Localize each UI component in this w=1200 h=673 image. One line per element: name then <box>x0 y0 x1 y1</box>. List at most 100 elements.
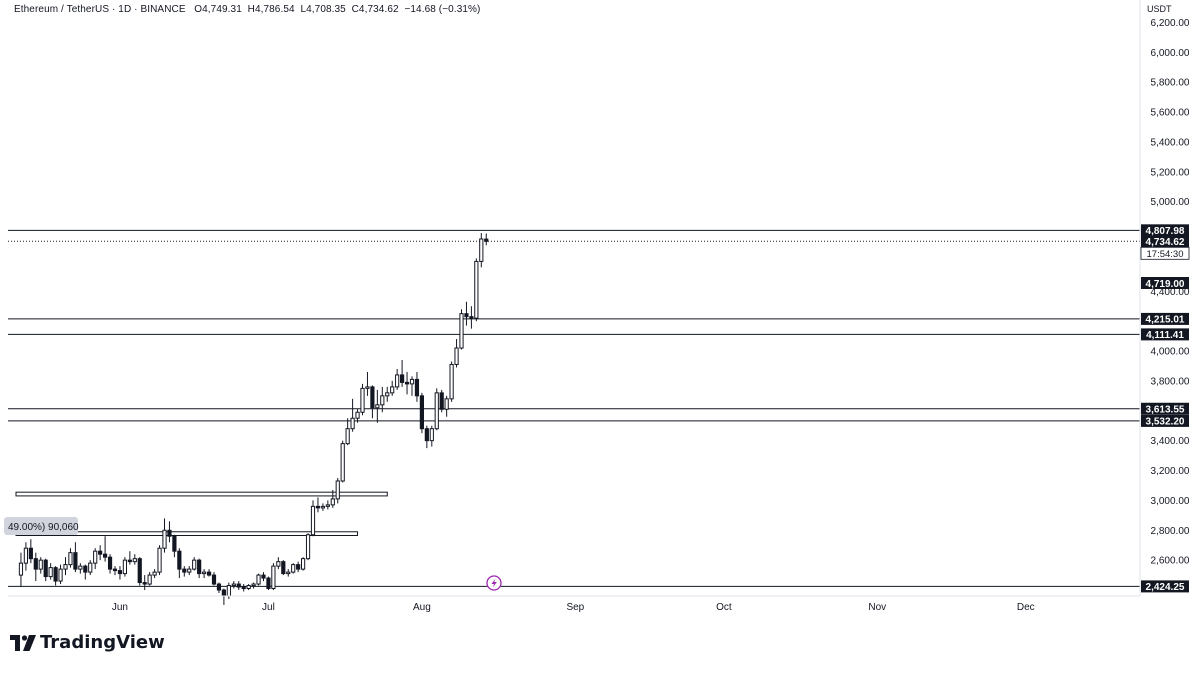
candle-body-down <box>261 574 266 579</box>
candle-body-down <box>117 570 123 575</box>
price-tick-label: 6,000.00 <box>1151 48 1190 59</box>
price-label-text: 4,734.62 <box>1146 237 1185 248</box>
time-tick-label: Nov <box>868 602 886 613</box>
candle-body-up <box>390 386 395 394</box>
candle-body-up <box>251 583 256 587</box>
candle-body-down <box>419 395 424 430</box>
candle-body-up <box>246 585 251 590</box>
candle-body-up <box>459 313 464 349</box>
price-label-background <box>1141 312 1189 325</box>
candle-body-down <box>53 567 58 582</box>
candle-body-down <box>127 559 132 563</box>
countdown-background <box>1140 246 1190 260</box>
candle-body-down <box>469 316 474 319</box>
candle-body-down <box>400 374 405 383</box>
price-label-background <box>1141 402 1189 415</box>
price-label: 4,215.01 <box>1141 312 1189 326</box>
price-label: 3,532.20 <box>1141 414 1189 428</box>
price-label: 2,424.25 <box>1141 580 1189 593</box>
candle-body-down <box>414 378 420 397</box>
price-tick-label: 4,000.00 <box>1151 347 1190 358</box>
price-label-text: 2,424.25 <box>1146 582 1185 593</box>
candle-body-up <box>335 480 340 500</box>
lightning-icon[interactable] <box>486 575 502 591</box>
price-label-text: 3,613.55 <box>1146 405 1185 416</box>
price-tick-label: 5,400.00 <box>1151 137 1190 148</box>
candle-body-down <box>484 238 489 242</box>
candle-body-up <box>454 347 459 365</box>
price-label-background <box>1141 328 1189 341</box>
candle-body-down <box>370 386 375 409</box>
candle-body-up <box>132 558 137 563</box>
time-tick-label: Sep <box>566 602 584 613</box>
ohlc-close: C4,734.62 <box>351 4 399 15</box>
price-label-text: 4,719.00 <box>1146 279 1185 290</box>
candle-body-down <box>167 529 172 537</box>
time-tick-label: Oct <box>716 602 732 613</box>
candle-body-down <box>98 550 103 555</box>
price-label-text: 3,532.20 <box>1146 417 1185 428</box>
candle-body-up <box>429 428 434 442</box>
candle-body-down <box>182 568 187 573</box>
tradingview-logo-icon <box>10 634 36 651</box>
ohlc-low: L4,708.35 <box>300 4 346 15</box>
candle-body-down <box>177 550 182 570</box>
price-tick-label: 4,400.00 <box>1151 287 1190 298</box>
candle-body-down <box>281 561 286 575</box>
candle-body-up <box>444 398 449 410</box>
candle-body-up <box>147 574 152 585</box>
candle-body-up <box>320 505 325 509</box>
candle-body-down <box>142 582 147 585</box>
candle-body-up <box>365 386 370 389</box>
candle-body-up <box>409 378 415 385</box>
candle-body-up <box>350 417 355 430</box>
candle-body-down <box>28 547 33 560</box>
candle-body-up <box>18 562 24 576</box>
candle-body-up <box>276 561 281 567</box>
candle-body-up <box>355 411 360 419</box>
candle-body-down <box>43 559 48 578</box>
candle-body-up <box>63 564 68 570</box>
candle-body-up <box>330 498 335 506</box>
candle-body-up <box>449 363 454 400</box>
candle-body-up <box>226 585 231 597</box>
candle-body-down <box>172 535 177 552</box>
candle-body-up <box>231 583 236 587</box>
price-tick-label: 5,600.00 <box>1151 108 1190 119</box>
candle-body-up <box>122 559 128 575</box>
symbol-name[interactable]: Ethereum / TetherUS · 1D · BINANCE <box>14 4 186 15</box>
candle-body-down <box>315 505 321 509</box>
currency-button[interactable]: USDT <box>1147 4 1172 14</box>
symbol-header[interactable]: Ethereum / TetherUS · 1D · BINANCE O4,74… <box>14 4 480 15</box>
candle-body-up <box>325 504 330 507</box>
candle-body-up <box>434 392 439 430</box>
price-label-background <box>1141 414 1189 427</box>
price-tick-label: 5,800.00 <box>1151 78 1190 89</box>
time-tick-label: Jun <box>112 602 128 613</box>
candle-body-down <box>83 565 88 573</box>
price-tick-label: 3,200.00 <box>1151 466 1190 477</box>
candle-body-up <box>286 571 291 575</box>
price-label: 4,807.98 <box>1141 224 1189 237</box>
candle-body-up <box>380 395 385 406</box>
candle-body-up <box>93 550 98 564</box>
candle-body-up <box>345 428 350 445</box>
tradingview-logo[interactable]: TradingView <box>10 632 165 653</box>
candle-body-up <box>271 565 276 590</box>
time-tick-label: Jul <box>262 602 275 613</box>
ohlc-high: H4,786.54 <box>247 4 295 15</box>
candle-body-up <box>152 571 157 576</box>
candle-body-down <box>296 564 301 570</box>
brand-name: TradingView <box>40 632 165 653</box>
candle-body-up <box>305 534 311 560</box>
candle-body-down <box>211 574 217 585</box>
candle-body-up <box>157 547 162 573</box>
candle-body-up <box>68 552 73 566</box>
candle-body-up <box>162 529 167 549</box>
ohlc-open: O4,749.31 <box>194 4 242 15</box>
time-tick-label: Aug <box>413 602 431 613</box>
candle-body-up <box>291 564 296 573</box>
price-tick-label: 5,000.00 <box>1151 197 1190 208</box>
